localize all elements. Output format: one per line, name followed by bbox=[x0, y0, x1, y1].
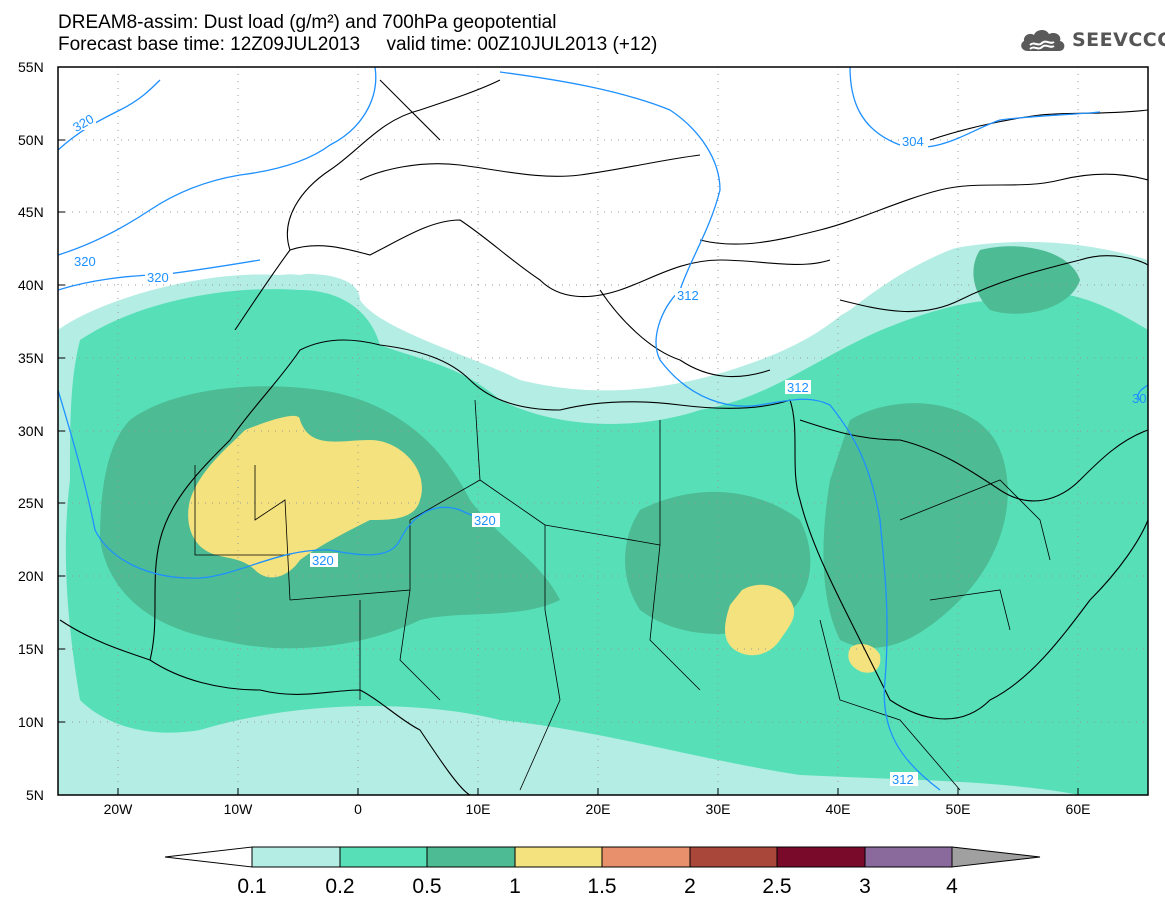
lat-label: 40N bbox=[18, 277, 44, 293]
coastlines bbox=[59, 79, 1148, 795]
lon-label: 10E bbox=[466, 801, 491, 817]
lon-label: 60E bbox=[1066, 801, 1091, 817]
dust-level-1 bbox=[725, 584, 795, 656]
lat-label: 55N bbox=[18, 59, 44, 75]
lat-label: 5N bbox=[26, 787, 44, 803]
contour-label: 312 bbox=[677, 288, 699, 303]
contour-label: 320 bbox=[74, 254, 96, 269]
map-title: DREAM8-assim: Dust load (g/m²) and 700hP… bbox=[58, 12, 557, 33]
clear-europe bbox=[58, 67, 1148, 385]
lat-label: 45N bbox=[18, 204, 44, 220]
colorbar-segment bbox=[339, 846, 428, 868]
colorbar-segment bbox=[426, 846, 516, 868]
colorbar-label: 0.1 bbox=[237, 875, 266, 898]
tick-marks bbox=[58, 66, 1079, 795]
colorbar-segment bbox=[864, 846, 953, 868]
dust-level-1 bbox=[188, 415, 422, 578]
colorbar-label: 2 bbox=[684, 875, 696, 898]
colorbar-segment bbox=[251, 846, 341, 868]
country-borders bbox=[194, 399, 1051, 791]
colorbar-label: 1.5 bbox=[587, 875, 616, 898]
colorbar-label: 4 bbox=[946, 875, 958, 898]
colorbar-label: 2.5 bbox=[762, 875, 791, 898]
lat-labels: 55N 50N 45N 40N 35N 30N 25N 20N 15N 10N … bbox=[18, 59, 44, 803]
colorbar-segment bbox=[601, 846, 691, 868]
map-subtitle: Forecast base time: 12Z09JUL2013 valid t… bbox=[58, 34, 658, 55]
lon-label: 10W bbox=[224, 801, 254, 817]
contour-label: 320 bbox=[474, 513, 496, 528]
geopotential-contours bbox=[58, 67, 1148, 791]
contour-label: 312 bbox=[787, 380, 809, 395]
colorbar-labels: 0.1 0.2 0.5 1 1.5 2 2.5 3 4 bbox=[237, 875, 958, 898]
contour-label: 320 bbox=[147, 270, 169, 285]
contour-label: 320 bbox=[312, 553, 334, 568]
colorbar-segment bbox=[689, 846, 778, 868]
dust-level-0.5 bbox=[973, 246, 1080, 314]
lon-label: 30E bbox=[706, 801, 731, 817]
colorbar-segment bbox=[776, 846, 866, 868]
cloud-icon bbox=[1021, 29, 1065, 51]
lon-labels: 20W 10W 0 10E 20E 30E 40E 50E 60E bbox=[104, 801, 1091, 817]
lat-label: 30N bbox=[18, 423, 44, 439]
lon-label: 20E bbox=[586, 801, 611, 817]
lat-label: 10N bbox=[18, 714, 44, 730]
lat-label: 25N bbox=[18, 495, 44, 511]
colorbar-label: 3 bbox=[859, 875, 871, 898]
lat-lon-grid bbox=[58, 67, 1148, 795]
contour-label: 312 bbox=[892, 772, 914, 787]
contour-label: 30 bbox=[1132, 391, 1146, 406]
colorbar bbox=[164, 846, 1041, 868]
lat-label: 50N bbox=[18, 132, 44, 148]
dust-level-0.5 bbox=[823, 403, 1008, 648]
colorbar-segment bbox=[514, 846, 603, 868]
colorbar-lower-arrow bbox=[164, 846, 253, 868]
contour-label: 304 bbox=[902, 134, 924, 149]
lon-label: 0 bbox=[354, 801, 362, 817]
lat-label: 15N bbox=[18, 641, 44, 657]
lat-label: 20N bbox=[18, 568, 44, 584]
colorbar-label: 0.5 bbox=[412, 875, 441, 898]
colorbar-upper-arrow bbox=[951, 846, 1041, 868]
colorbar-label: 0.2 bbox=[325, 875, 354, 898]
lon-label: 20W bbox=[104, 801, 134, 817]
logo-text: SEEVCCC bbox=[1072, 29, 1165, 51]
colorbar-label: 1 bbox=[509, 875, 521, 898]
lon-label: 40E bbox=[826, 801, 851, 817]
lon-label: 50E bbox=[946, 801, 971, 817]
seevccc-logo: SEEVCCC bbox=[1018, 25, 1165, 55]
lat-label: 35N bbox=[18, 350, 44, 366]
contour-labels: 320 320 320 320 320 304 312 312 312 30 bbox=[70, 111, 1146, 787]
